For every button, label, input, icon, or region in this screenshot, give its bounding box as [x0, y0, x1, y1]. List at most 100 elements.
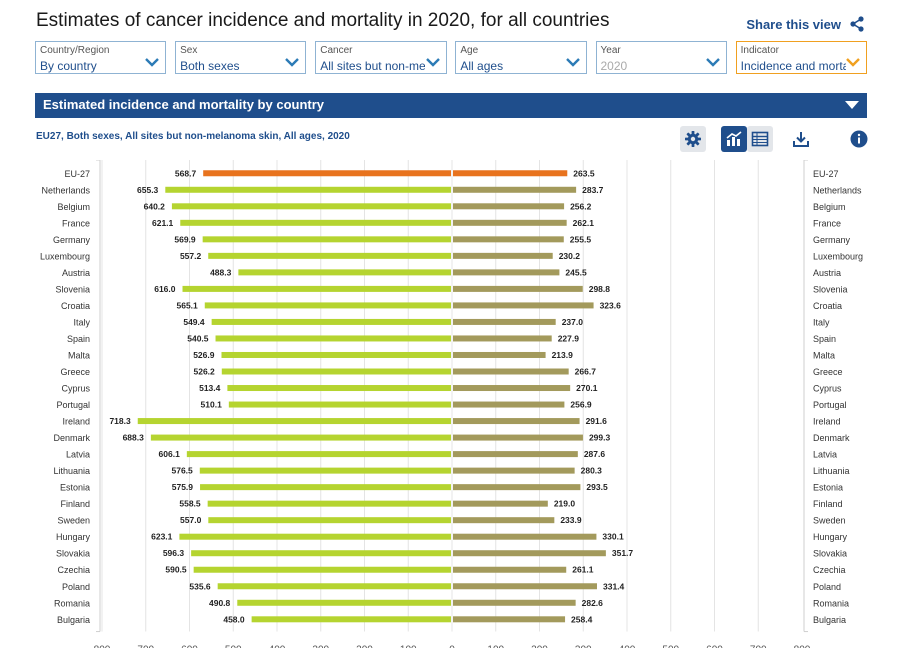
- country-label-right: Poland: [813, 582, 841, 592]
- x-tick-label: 800: [794, 645, 811, 648]
- country-label-left: Slovenia: [55, 284, 90, 294]
- country-label-left: Lithuania: [53, 466, 90, 476]
- mortality-value-label: 213.9: [552, 350, 574, 360]
- incidence-value-label: 590.5: [165, 565, 187, 575]
- mortality-value-label: 266.7: [575, 367, 597, 377]
- country-label-right: Latvia: [813, 450, 837, 460]
- mortality-value-label: 282.6: [582, 598, 604, 608]
- country-label-left: Luxembourg: [40, 251, 90, 261]
- country-label-right: Hungary: [813, 532, 848, 542]
- country-label-right: Sweden: [813, 516, 846, 526]
- mortality-bar: [453, 219, 567, 226]
- incidence-value-label: 540.5: [187, 333, 209, 343]
- cancer-select[interactable]: Cancer All sites but non-melanoma skin: [315, 41, 447, 74]
- incidence-value-label: 576.5: [172, 466, 194, 476]
- mortality-bar: [453, 599, 576, 606]
- age-select[interactable]: Age All ages: [455, 41, 587, 74]
- mortality-bar: [453, 186, 577, 193]
- incidence-bar: [221, 351, 451, 358]
- mortality-value-label: 261.1: [572, 565, 594, 575]
- country-label-right: Netherlands: [813, 185, 862, 195]
- sex-select[interactable]: Sex Both sexes: [175, 41, 307, 74]
- country-label-left: Hungary: [56, 532, 91, 542]
- chevron-down-icon: [425, 58, 440, 67]
- incidence-value-label: 596.3: [163, 548, 185, 558]
- incidence-bar: [202, 236, 451, 243]
- mortality-value-label: 280.3: [581, 466, 603, 476]
- incidence-value-label: 640.2: [144, 201, 166, 211]
- settings-button[interactable]: [680, 126, 706, 152]
- chevron-down-icon: [145, 58, 160, 67]
- country-label-right: Portugal: [813, 400, 847, 410]
- mortality-value-label: 237.0: [562, 317, 584, 327]
- mortality-bar: [453, 451, 578, 458]
- mortality-bar: [453, 566, 567, 573]
- incidence-bar: [228, 401, 451, 408]
- country-label-left: Belgium: [57, 202, 90, 212]
- mortality-bar: [453, 616, 566, 623]
- incidence-bar: [217, 583, 451, 590]
- mortality-bar: [453, 550, 606, 557]
- incidence-value-label: 606.1: [159, 449, 181, 459]
- incidence-bar: [215, 335, 451, 342]
- country-label-left: Bulgaria: [57, 615, 90, 625]
- incidence-value-label: 535.6: [189, 581, 211, 591]
- mortality-value-label: 258.4: [571, 614, 593, 624]
- country-label-right: Bulgaria: [813, 615, 846, 625]
- mortality-value-label: 287.6: [584, 449, 606, 459]
- incidence-bar: [207, 500, 451, 507]
- country-label-left: France: [62, 218, 90, 228]
- mortality-bar: [453, 318, 556, 325]
- mortality-value-label: 298.8: [589, 284, 611, 294]
- incidence-bar: [203, 170, 451, 177]
- mortality-value-label: 270.1: [576, 383, 598, 393]
- filter-value: All sites but non-melanoma skin: [320, 59, 426, 73]
- chart-subtitle: EU27, Both sexes, All sites but non-mela…: [36, 131, 350, 142]
- country-label-right: Estonia: [813, 483, 843, 493]
- mortality-bar: [453, 170, 568, 177]
- filter-label: Indicator: [740, 45, 779, 56]
- x-tick-label: 600: [181, 645, 198, 648]
- chart-view-button[interactable]: [721, 126, 747, 152]
- incidence-bar: [182, 285, 451, 292]
- country-region-select[interactable]: Country/Region By country: [35, 41, 167, 74]
- download-button[interactable]: [788, 126, 814, 152]
- mortality-value-label: 291.6: [586, 416, 608, 426]
- chevron-down-icon: [846, 58, 860, 67]
- share-icon: [850, 16, 864, 32]
- incidence-bar: [199, 467, 451, 474]
- country-label-left: Estonia: [60, 483, 90, 493]
- incidence-value-label: 490.8: [209, 598, 231, 608]
- x-tick-label: 500: [662, 645, 679, 648]
- country-label-left: Slovakia: [56, 549, 90, 559]
- share-button[interactable]: Share this view: [746, 16, 865, 32]
- x-tick-label: 200: [531, 645, 548, 648]
- incidence-value-label: 575.9: [172, 482, 194, 492]
- country-label-right: Italy: [813, 317, 830, 327]
- mortality-bar: [453, 434, 583, 441]
- mortality-bar: [453, 401, 565, 408]
- indicator-select[interactable]: Indicator Incidence and mortality: [735, 41, 867, 74]
- country-label-right: Austria: [813, 268, 841, 278]
- incidence-bar: [165, 186, 451, 193]
- country-label-left: Romania: [54, 598, 90, 608]
- chart-icon: [726, 131, 742, 146]
- incidence-value-label: 526.9: [193, 350, 215, 360]
- country-label-left: Portugal: [56, 400, 90, 410]
- share-label: Share this view: [746, 16, 841, 32]
- section-header[interactable]: Estimated incidence and mortality by cou…: [35, 93, 867, 118]
- mortality-bar: [453, 368, 569, 375]
- filter-label: Sex: [180, 45, 198, 56]
- country-label-right: Romania: [813, 598, 849, 608]
- country-label-right: Cyprus: [813, 384, 842, 394]
- country-label-left: Poland: [62, 582, 90, 592]
- incidence-value-label: 718.3: [109, 416, 131, 426]
- info-button[interactable]: [846, 126, 872, 152]
- mortality-bar: [453, 583, 597, 590]
- table-view-button[interactable]: [747, 126, 773, 152]
- country-label-right: Slovenia: [813, 284, 848, 294]
- year-select[interactable]: Year 2020: [595, 41, 727, 74]
- country-label-left: Finland: [60, 499, 90, 509]
- country-label-right: France: [813, 218, 841, 228]
- filter-value: All ages: [460, 59, 504, 73]
